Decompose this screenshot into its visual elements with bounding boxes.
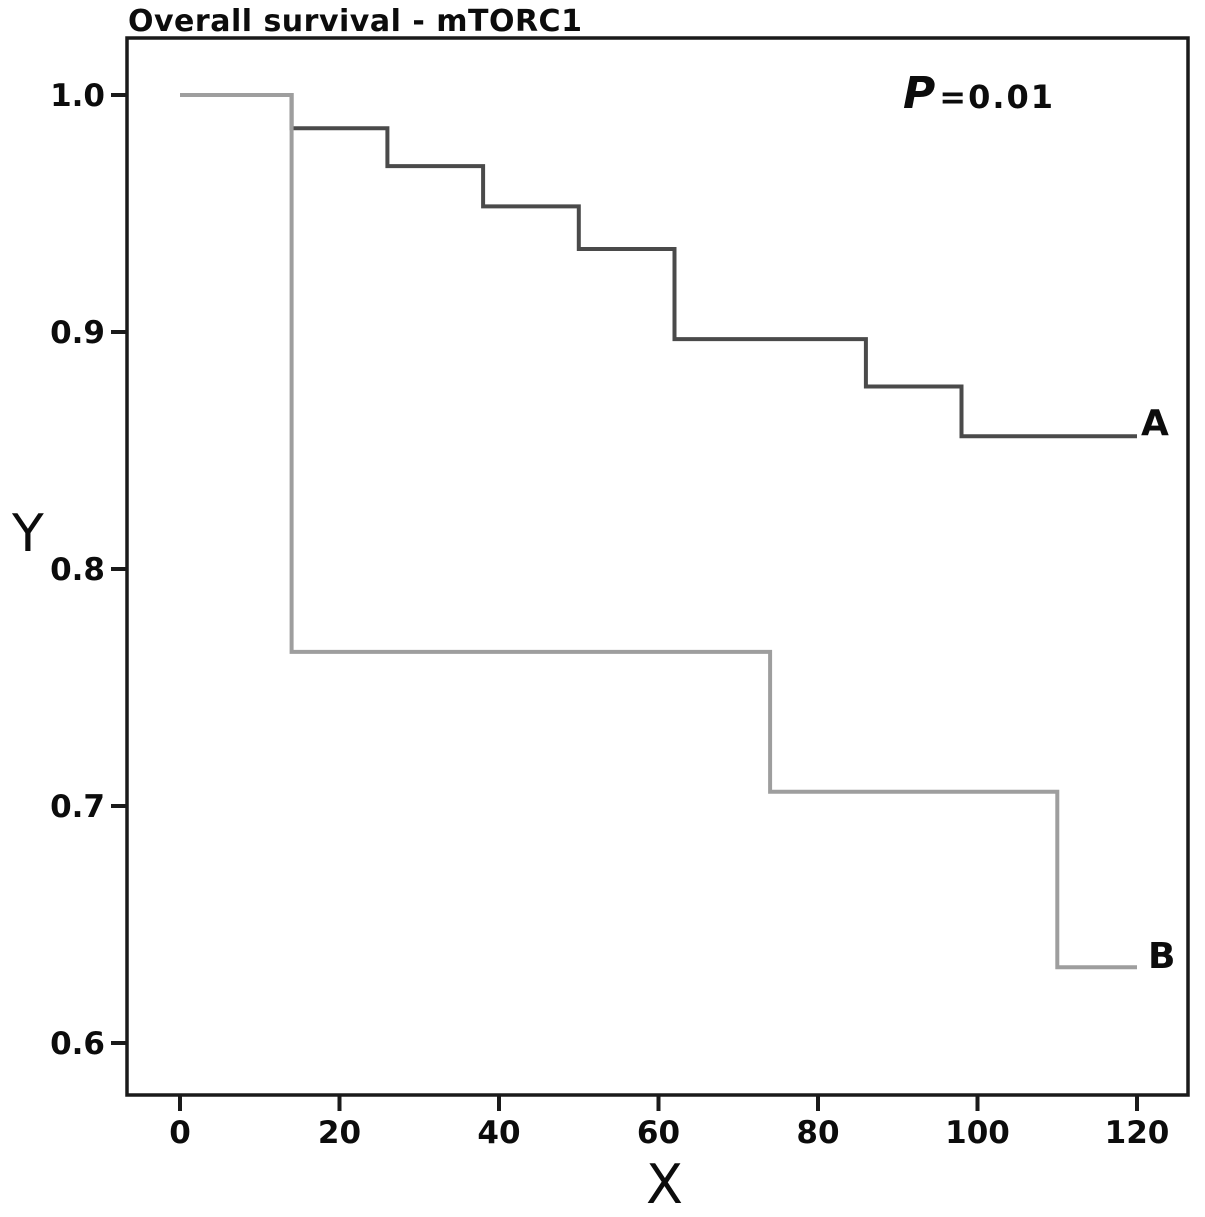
curve-label-B: B xyxy=(1148,936,1176,977)
curve-label-A: A xyxy=(1141,403,1169,444)
x-tick-label-4: 80 xyxy=(796,1115,839,1151)
y-tick-label-3: 0.7 xyxy=(50,789,105,825)
y-tick-label-0: 1.0 xyxy=(50,78,105,114)
x-tick-label-2: 40 xyxy=(477,1115,520,1151)
x-tick-label-6: 120 xyxy=(1105,1115,1170,1151)
x-tick-label-1: 20 xyxy=(318,1115,361,1151)
p-value-annotation: P =0.01 xyxy=(903,68,1055,119)
survival-curve-A xyxy=(180,93,1137,439)
plot-frame xyxy=(125,36,1190,1097)
x-tick-label-5: 100 xyxy=(945,1115,1010,1151)
x-tick-label-0: 0 xyxy=(169,1115,191,1151)
y-tick-label-4: 0.6 xyxy=(50,1026,105,1062)
survival-curve-B xyxy=(180,93,1137,970)
p-symbol: P xyxy=(903,68,936,119)
y-tick-label-1: 0.9 xyxy=(50,315,105,351)
p-value-text: =0.01 xyxy=(939,78,1056,116)
chart-title: Overall survival - mTORC1 xyxy=(128,4,583,39)
x-tick-label-3: 60 xyxy=(637,1115,680,1151)
y-axis-label: Y xyxy=(12,504,44,564)
x-axis-label: X xyxy=(646,1153,683,1216)
y-tick-label-2: 0.8 xyxy=(50,552,105,588)
